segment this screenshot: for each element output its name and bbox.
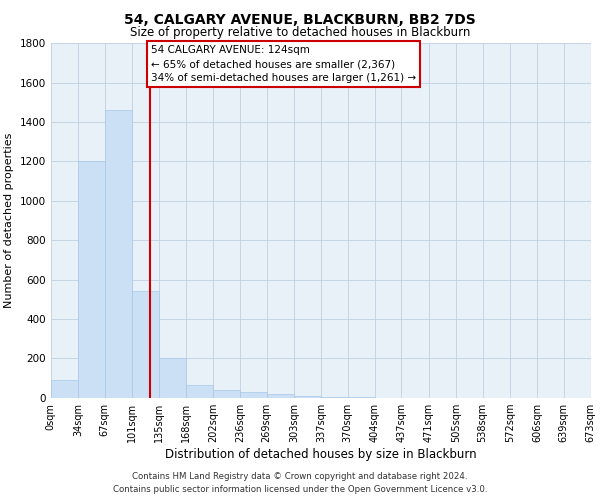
Bar [294, 396, 321, 398]
Bar [213, 390, 240, 398]
Bar [51, 380, 78, 398]
Text: 54 CALGARY AVENUE: 124sqm
← 65% of detached houses are smaller (2,367)
34% of se: 54 CALGARY AVENUE: 124sqm ← 65% of detac… [151, 45, 416, 83]
X-axis label: Distribution of detached houses by size in Blackburn: Distribution of detached houses by size … [165, 448, 476, 461]
Bar [321, 397, 348, 398]
Text: Contains HM Land Registry data © Crown copyright and database right 2024.
Contai: Contains HM Land Registry data © Crown c… [113, 472, 487, 494]
Bar [185, 385, 213, 398]
Bar [159, 358, 185, 398]
Bar [104, 110, 132, 398]
Text: 54, CALGARY AVENUE, BLACKBURN, BB2 7DS: 54, CALGARY AVENUE, BLACKBURN, BB2 7DS [124, 12, 476, 26]
Bar [240, 392, 266, 398]
Text: Size of property relative to detached houses in Blackburn: Size of property relative to detached ho… [130, 26, 470, 39]
Bar [132, 292, 159, 398]
Bar [266, 394, 294, 398]
Y-axis label: Number of detached properties: Number of detached properties [4, 133, 14, 308]
Bar [78, 162, 104, 398]
